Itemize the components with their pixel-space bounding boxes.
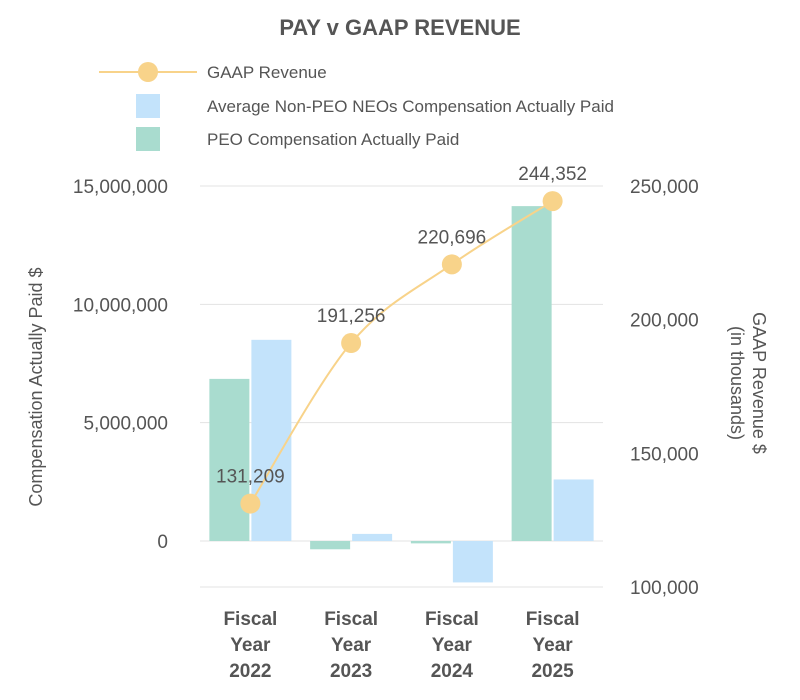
y2-tick-label: 150,000: [630, 444, 699, 465]
revenue-data-label: 191,256: [317, 306, 386, 327]
category-axis: Fiscal Year 2022 Fiscal Year 2023 Fiscal Year 20…: [223, 609, 579, 682]
y2-axis-title: GAAP Revenue $: [749, 312, 769, 454]
category-label: Fiscal: [223, 609, 277, 630]
category-label: 2022: [229, 661, 271, 682]
y-tick-label: 10,000,000: [73, 295, 168, 316]
y-tick-label: 5,000,000: [83, 414, 168, 435]
revenue-data-label: 131,209: [216, 467, 285, 488]
category-label: Year: [230, 635, 271, 656]
category-label: Fiscal: [425, 609, 479, 630]
peo-bar: [209, 378, 250, 541]
neo-bar: [251, 339, 292, 541]
revenue-line: 131,209 191,256 220,696 244,352: [216, 164, 587, 514]
category-label: Year: [432, 635, 473, 656]
revenue-point: [240, 493, 261, 514]
legend-label: GAAP Revenue: [207, 63, 327, 82]
category-label: Fiscal: [324, 609, 378, 630]
y-axis-title: Compensation Actually Paid $: [26, 267, 46, 506]
legend-bar-swatch: [136, 127, 160, 151]
peo-bar: [511, 206, 552, 541]
category-label: 2025: [531, 661, 574, 682]
neo-bar: [452, 541, 493, 583]
revenue-data-label: 220,696: [418, 227, 487, 248]
y-tick-label: 15,000,000: [73, 177, 168, 198]
revenue-data-label: 244,352: [518, 164, 587, 185]
y-tick-label: 0: [157, 532, 168, 553]
y2-tick-label: 100,000: [630, 578, 699, 599]
bars: [209, 206, 594, 583]
legend-bar-swatch: [136, 94, 160, 118]
legend-label: PEO Compensation Actually Paid: [207, 130, 459, 149]
y2-axis-title: (in thousands): [727, 326, 747, 440]
legend: GAAP Revenue Average Non-PEO NEOs Compens…: [99, 62, 614, 151]
legend-marker-swatch: [138, 62, 158, 82]
category-label: 2024: [431, 661, 474, 682]
neo-bar: [352, 533, 393, 541]
revenue-point: [542, 191, 563, 212]
category-label: Year: [533, 635, 574, 656]
revenue-line-path: [249, 200, 554, 505]
left-axis: 0 5,000,000 10,000,000 15,000,000 Compensati…: [26, 177, 168, 553]
chart-title: PAY v GAAP REVENUE: [279, 15, 520, 40]
y2-tick-label: 200,000: [630, 311, 699, 332]
category-label: 2023: [330, 661, 372, 682]
right-axis: 100,000 150,000 200,000 250,000 GAAP Revenue…: [630, 177, 769, 599]
neo-bar: [553, 479, 594, 541]
category-label: Year: [331, 635, 372, 656]
y2-tick-label: 250,000: [630, 177, 699, 198]
peo-bar: [310, 541, 351, 550]
revenue-point: [441, 254, 462, 275]
category-label: Fiscal: [526, 609, 580, 630]
peo-bar: [410, 541, 451, 544]
revenue-point: [341, 333, 362, 354]
legend-label: Average Non-PEO NEOs Compensation Actual…: [207, 97, 614, 116]
